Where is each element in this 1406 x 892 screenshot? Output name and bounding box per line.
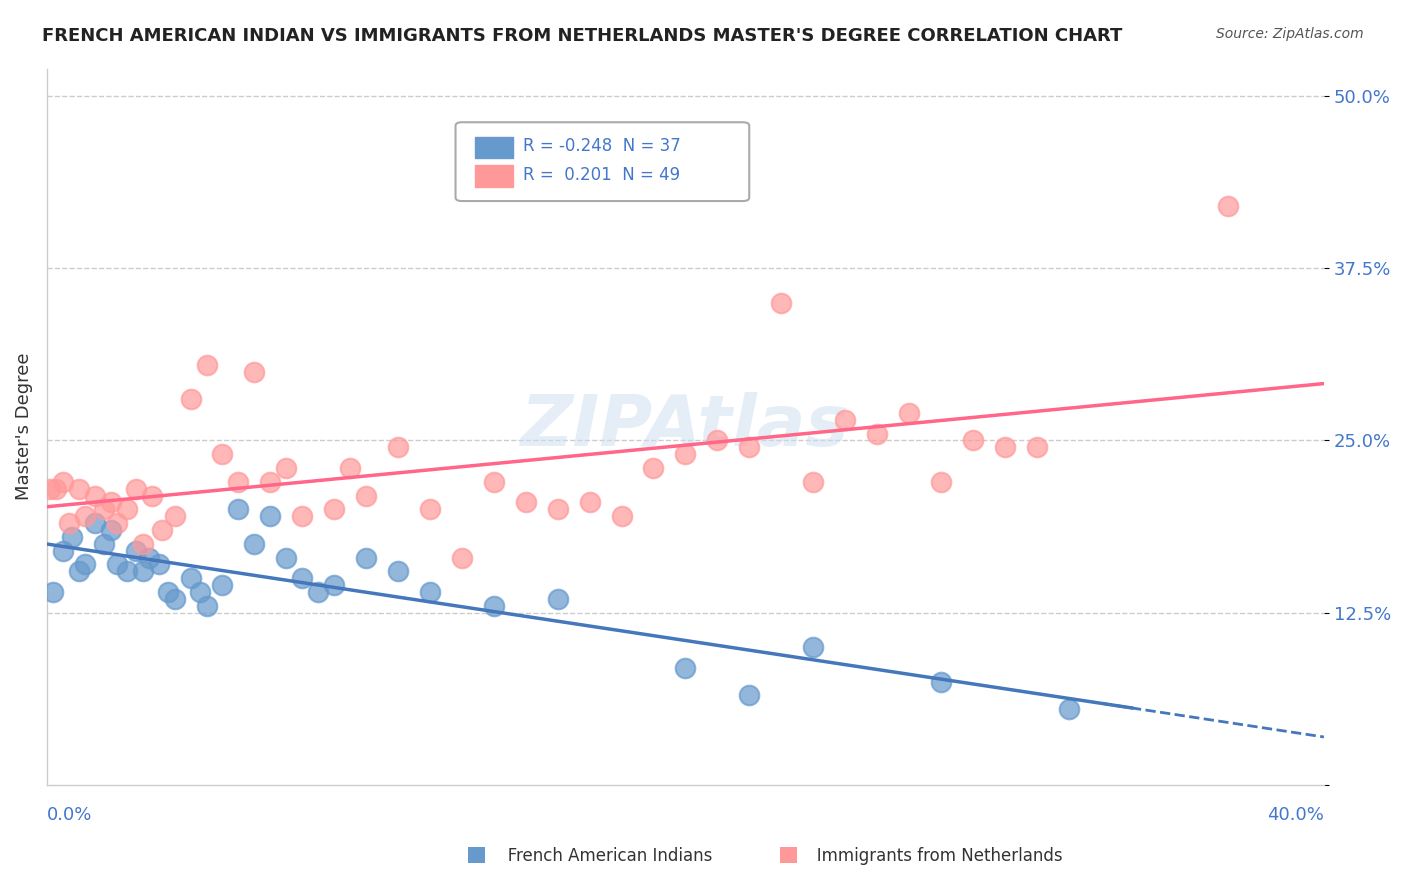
Point: [801, 640, 824, 654]
Bar: [475, 136, 513, 158]
Point: [131, 537, 153, 551]
Point: [451, 550, 474, 565]
Point: [62, 530, 84, 544]
Point: [738, 689, 761, 703]
Point: [125, 482, 148, 496]
Point: [93, 502, 115, 516]
Text: R =  0.201  N = 49: R = 0.201 N = 49: [523, 166, 681, 184]
Point: [578, 495, 600, 509]
Text: French American Indians: French American Indians: [492, 847, 713, 865]
Point: [515, 495, 537, 509]
Point: [105, 516, 128, 530]
Point: [67, 482, 90, 496]
Point: [962, 434, 984, 448]
Point: [643, 461, 665, 475]
Point: [131, 565, 153, 579]
Point: [547, 591, 569, 606]
Point: [243, 365, 266, 379]
Point: [1025, 441, 1047, 455]
Point: [148, 558, 170, 572]
Point: [770, 295, 793, 310]
Point: [547, 502, 569, 516]
Point: [387, 565, 409, 579]
Point: [100, 495, 122, 509]
Point: [610, 509, 633, 524]
Point: [75, 558, 97, 572]
Point: [42, 585, 65, 599]
Point: [339, 461, 361, 475]
Point: [105, 558, 128, 572]
Point: [673, 661, 696, 675]
Point: [738, 441, 761, 455]
Point: [115, 565, 138, 579]
Bar: [475, 165, 513, 186]
Point: [211, 578, 233, 592]
Point: [75, 509, 97, 524]
FancyBboxPatch shape: [456, 122, 749, 201]
Point: [706, 434, 728, 448]
Point: [897, 406, 920, 420]
Point: [276, 550, 298, 565]
Point: [180, 392, 202, 406]
Point: [354, 489, 377, 503]
Point: [115, 502, 138, 516]
Point: [141, 489, 163, 503]
Text: R = -0.248  N = 37: R = -0.248 N = 37: [523, 136, 681, 155]
Point: [801, 475, 824, 489]
Point: [243, 537, 266, 551]
Point: [125, 543, 148, 558]
Point: [39, 482, 62, 496]
Point: [83, 516, 105, 530]
Point: [307, 585, 329, 599]
Point: [929, 475, 952, 489]
Point: [52, 475, 75, 489]
Point: [195, 599, 218, 613]
Point: [228, 475, 250, 489]
Point: [83, 489, 105, 503]
Point: [157, 585, 180, 599]
Point: [52, 543, 75, 558]
Point: [834, 413, 856, 427]
Point: [929, 674, 952, 689]
Point: [211, 447, 233, 461]
Y-axis label: Master's Degree: Master's Degree: [15, 353, 32, 500]
Point: [163, 591, 186, 606]
Point: [93, 537, 115, 551]
Text: Source: ZipAtlas.com: Source: ZipAtlas.com: [1216, 27, 1364, 41]
Text: 0.0%: 0.0%: [46, 806, 93, 824]
Point: [1057, 702, 1080, 716]
Point: [354, 550, 377, 565]
Point: [387, 441, 409, 455]
Point: [419, 502, 441, 516]
Text: 40.0%: 40.0%: [1267, 806, 1324, 824]
Point: [163, 509, 186, 524]
Point: [228, 502, 250, 516]
Text: ZIPAtlas: ZIPAtlas: [522, 392, 849, 461]
Point: [323, 578, 346, 592]
Point: [259, 475, 281, 489]
Point: [291, 571, 314, 585]
Point: [150, 523, 173, 537]
Point: [67, 565, 90, 579]
Point: [58, 516, 80, 530]
Text: Immigrants from Netherlands: Immigrants from Netherlands: [801, 847, 1063, 865]
Point: [323, 502, 346, 516]
Point: [419, 585, 441, 599]
Point: [482, 599, 505, 613]
Point: [45, 482, 67, 496]
Point: [180, 571, 202, 585]
Point: [276, 461, 298, 475]
Point: [482, 475, 505, 489]
Point: [195, 358, 218, 372]
Point: [673, 447, 696, 461]
Point: [994, 441, 1017, 455]
Point: [100, 523, 122, 537]
Text: FRENCH AMERICAN INDIAN VS IMMIGRANTS FROM NETHERLANDS MASTER'S DEGREE CORRELATIO: FRENCH AMERICAN INDIAN VS IMMIGRANTS FRO…: [42, 27, 1122, 45]
Point: [138, 550, 160, 565]
Point: [866, 426, 889, 441]
Point: [259, 509, 281, 524]
Point: [291, 509, 314, 524]
Point: [188, 585, 211, 599]
Point: [1216, 199, 1239, 213]
